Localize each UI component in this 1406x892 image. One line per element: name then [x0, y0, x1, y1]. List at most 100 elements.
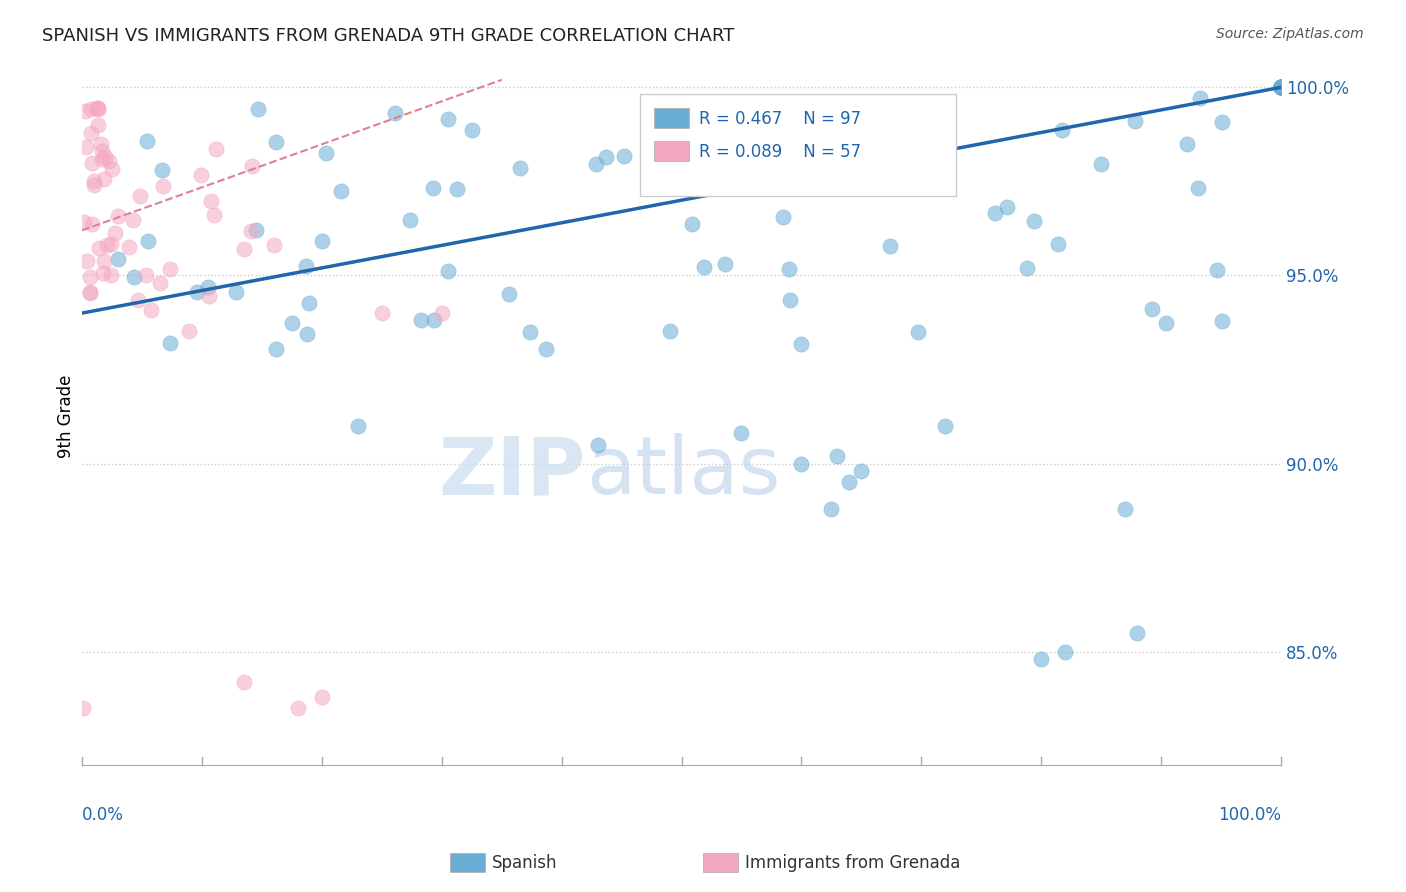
Point — [264, 343, 287, 357]
Point — [86, 101, 108, 115]
Text: R = 0.467    N = 97: R = 0.467 N = 97 — [699, 110, 860, 128]
Point — [90, 136, 112, 151]
Point — [779, 293, 801, 307]
Point — [100, 161, 122, 176]
Point — [347, 419, 370, 434]
Point — [121, 213, 143, 227]
Point — [233, 674, 256, 689]
Point — [1270, 80, 1292, 95]
Point — [1188, 91, 1211, 105]
Y-axis label: 9th Grade: 9th Grade — [58, 375, 75, 458]
Point — [613, 149, 636, 163]
Point — [778, 262, 800, 277]
Point — [446, 181, 468, 195]
Point — [907, 325, 929, 339]
Point — [790, 457, 813, 471]
Point — [437, 112, 460, 126]
Point — [93, 172, 115, 186]
Point — [714, 257, 737, 271]
Point — [1270, 80, 1292, 95]
Point — [298, 296, 321, 310]
Point — [688, 120, 710, 135]
Point — [297, 327, 319, 342]
Point — [83, 174, 105, 188]
Point — [934, 146, 956, 161]
Point — [1054, 645, 1077, 659]
Point — [782, 146, 804, 161]
Point — [509, 161, 531, 176]
Point — [79, 269, 101, 284]
Point — [80, 217, 103, 231]
Point — [1187, 181, 1209, 195]
Point — [794, 117, 817, 131]
Point — [152, 179, 174, 194]
Point — [718, 138, 741, 153]
Point — [1270, 80, 1292, 95]
Point — [232, 242, 254, 256]
Point — [107, 252, 129, 266]
Point — [91, 266, 114, 280]
Point — [135, 135, 157, 149]
Point — [430, 306, 453, 320]
Point — [190, 168, 212, 182]
Point — [1270, 80, 1292, 95]
Point — [87, 102, 110, 116]
Point — [159, 335, 181, 350]
Point — [1270, 80, 1292, 95]
Point — [311, 690, 333, 704]
Point — [384, 106, 406, 120]
Point — [1211, 314, 1233, 328]
Point — [311, 235, 333, 249]
Point — [1050, 123, 1073, 137]
Point — [681, 218, 703, 232]
Point — [330, 184, 353, 198]
Point — [103, 226, 125, 240]
Point — [371, 306, 394, 320]
Point — [1175, 137, 1198, 152]
Point — [879, 238, 901, 252]
Point — [159, 262, 181, 277]
Point — [90, 144, 112, 158]
Point — [245, 223, 267, 237]
Point — [315, 146, 337, 161]
Point — [139, 303, 162, 318]
Point — [1126, 625, 1149, 640]
Point — [127, 293, 149, 308]
Point — [772, 210, 794, 224]
Point — [200, 194, 222, 209]
Point — [202, 208, 225, 222]
Text: Source: ZipAtlas.com: Source: ZipAtlas.com — [1216, 27, 1364, 41]
Point — [150, 162, 173, 177]
Text: ZIP: ZIP — [439, 434, 586, 511]
Point — [995, 200, 1018, 214]
Point — [586, 438, 609, 452]
Point — [72, 701, 94, 715]
Point — [1270, 80, 1292, 95]
Point — [934, 419, 956, 434]
Point — [136, 235, 159, 249]
Point — [135, 268, 157, 282]
Point — [96, 238, 118, 252]
Point — [75, 140, 97, 154]
Point — [595, 150, 617, 164]
Point — [1270, 80, 1292, 95]
Text: Immigrants from Grenada: Immigrants from Grenada — [745, 854, 960, 871]
Point — [263, 238, 285, 252]
Point — [789, 337, 811, 351]
Point — [1211, 115, 1233, 129]
Text: Spanish: Spanish — [492, 854, 558, 871]
Point — [658, 324, 681, 338]
Point — [1270, 80, 1292, 95]
Point — [100, 237, 122, 252]
Point — [1154, 316, 1177, 330]
Point — [197, 280, 219, 294]
Point — [204, 142, 226, 156]
Point — [1024, 213, 1046, 227]
Point — [534, 342, 557, 356]
Point — [80, 156, 103, 170]
Point — [437, 264, 460, 278]
Point — [73, 103, 96, 118]
Point — [86, 101, 108, 115]
Point — [197, 289, 219, 303]
Point — [98, 154, 121, 169]
